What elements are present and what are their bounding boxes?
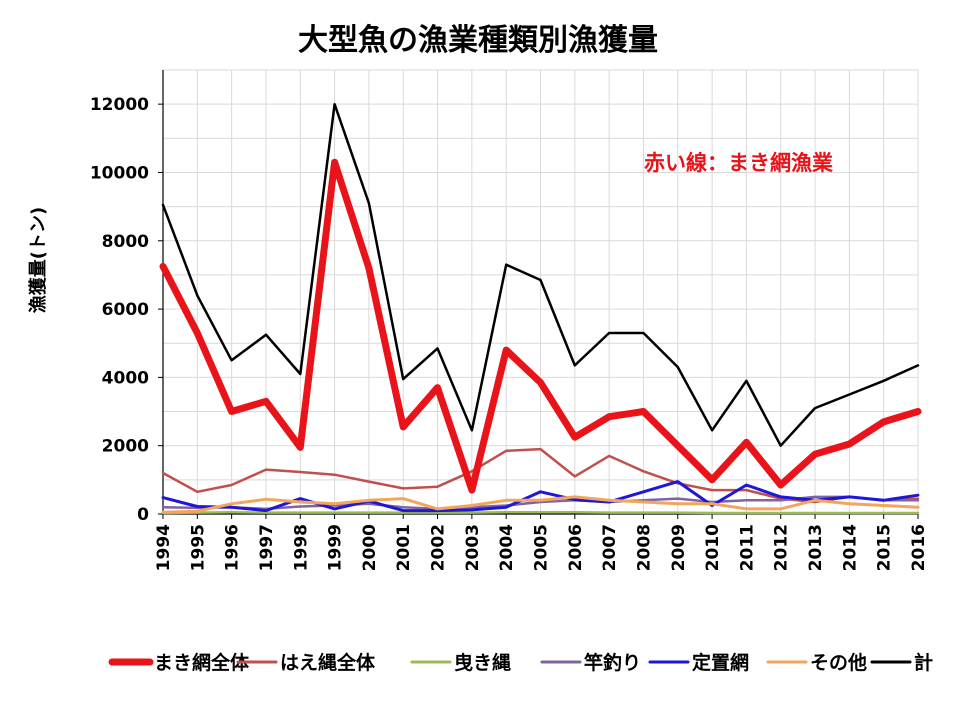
x-tick-labels: 1994 1995 1996 1997 1998 1999 2000 2001 2002 2003… xyxy=(154,524,929,571)
y-tick-label: 4000 xyxy=(102,368,149,388)
y-tick-label: 12000 xyxy=(90,95,149,115)
x-tick-label: 2000 xyxy=(360,524,380,571)
gridlines xyxy=(163,69,919,514)
x-tick-label: 2015 xyxy=(875,524,895,571)
y-tick-label: 0 xyxy=(137,505,149,525)
x-tick-label: 2007 xyxy=(600,524,620,571)
legend-label: 竿釣り xyxy=(584,651,641,674)
x-tick-label: 1997 xyxy=(257,524,277,571)
series-line xyxy=(161,102,920,447)
x-tick-label: 2004 xyxy=(497,524,517,571)
annotation-red-line: 赤い線：まき網漁業 xyxy=(644,151,834,175)
x-tick-label: 2005 xyxy=(532,524,552,571)
series-line xyxy=(161,495,920,514)
axes xyxy=(158,70,919,519)
series-lines xyxy=(159,102,922,515)
x-tick-label: 2009 xyxy=(669,524,689,571)
x-tick-label: 1998 xyxy=(291,524,311,571)
x-tick-label: 2016 xyxy=(909,524,929,571)
x-tick-label: 2012 xyxy=(772,524,792,571)
y-axis-title: 漁獲量(トン) xyxy=(27,207,49,313)
y-tick-labels: 0 2000 4000 6000 8000 10000 12000 xyxy=(90,95,149,525)
y-tick-label: 6000 xyxy=(102,300,149,320)
x-tick-label: 2006 xyxy=(566,524,586,571)
x-tick-label: 2013 xyxy=(806,524,826,571)
legend-label: まき網全体 xyxy=(154,651,250,674)
legend-label: はえ縄全体 xyxy=(280,651,376,674)
legend: まき網全体 はえ縄全体 曳き縄 竿釣り 定置網 その他 計 xyxy=(108,651,933,674)
legend-label: 定置網 xyxy=(692,651,749,674)
y-tick-label: 10000 xyxy=(90,163,149,183)
x-tick-label: 1996 xyxy=(223,524,243,571)
x-tick-label: 2002 xyxy=(429,524,449,571)
legend-label: 曳き縄 xyxy=(454,651,511,674)
y-tick-label: 8000 xyxy=(102,232,149,252)
x-tick-label: 2003 xyxy=(463,524,483,571)
chart-title: 大型魚の漁業種類別漁獲量 xyxy=(298,23,658,58)
x-tick-label: 2010 xyxy=(703,524,723,571)
x-tick-label: 1999 xyxy=(326,524,346,571)
y-tick-label: 2000 xyxy=(102,437,149,457)
x-tick-label: 1994 xyxy=(154,524,174,571)
series-line xyxy=(159,158,922,494)
x-tick-label: 2014 xyxy=(840,524,860,571)
x-tick-label: 2001 xyxy=(394,524,414,571)
x-tick-label: 2011 xyxy=(737,524,757,571)
legend-label: その他 xyxy=(810,651,867,674)
legend-label: 計 xyxy=(914,651,933,674)
x-tick-label: 1995 xyxy=(188,524,208,571)
series-line xyxy=(161,511,920,515)
x-tick-label: 2008 xyxy=(634,524,654,571)
